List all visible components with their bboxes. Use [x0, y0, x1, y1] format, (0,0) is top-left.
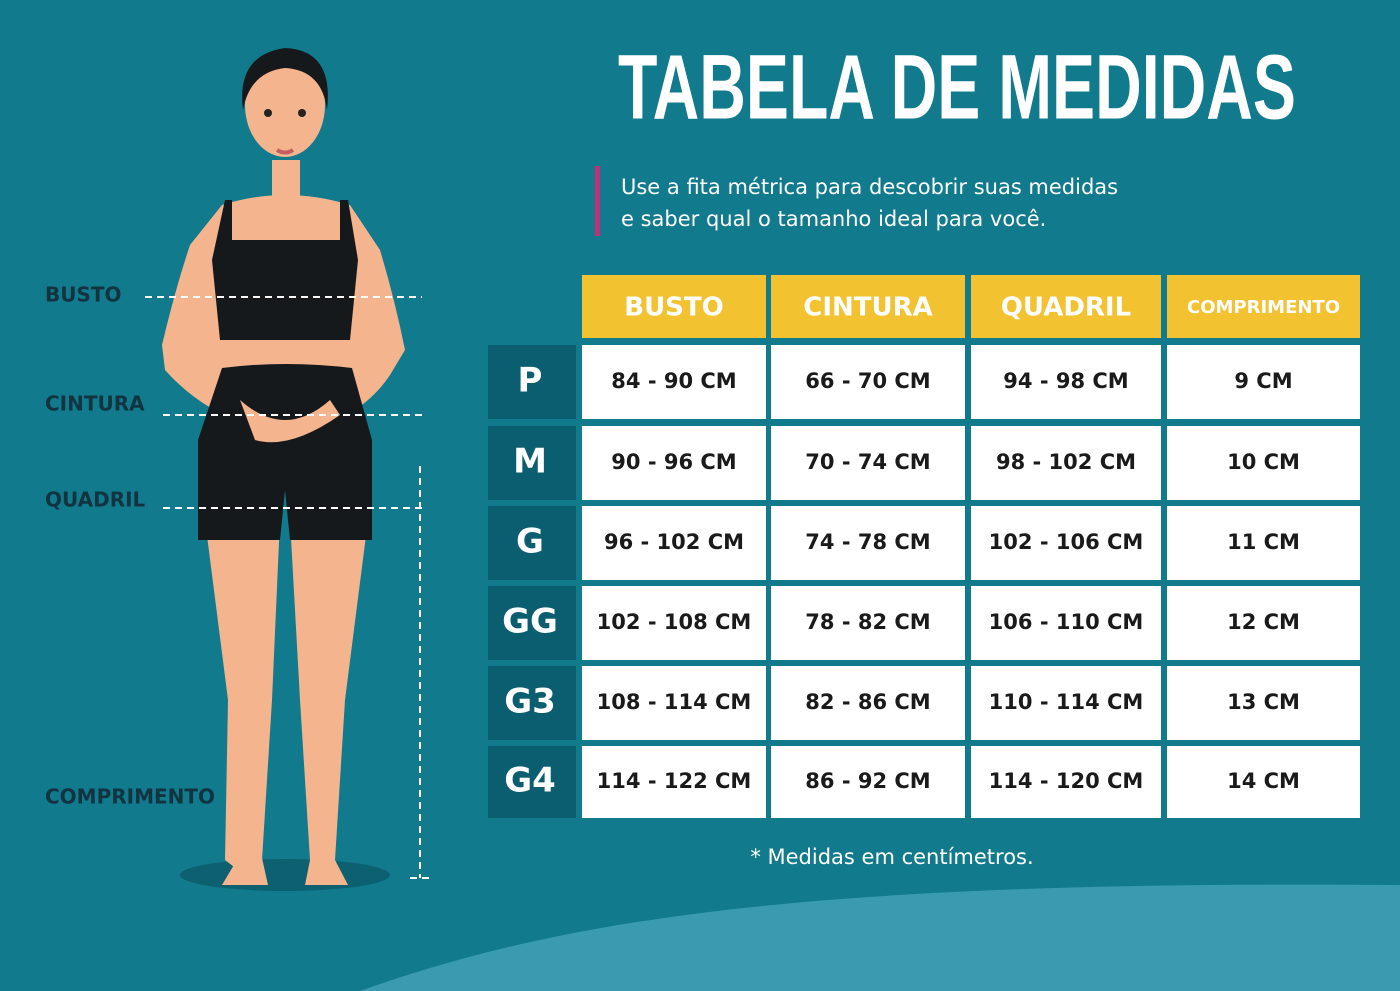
table-cell: [582, 506, 766, 580]
table-cell: [1167, 345, 1360, 419]
cell-value: 102 - 108 CM: [597, 610, 752, 634]
accent-bar: [595, 166, 600, 236]
footnote: * Medidas em centímetros.: [750, 845, 1033, 869]
cell-value: 13 CM: [1227, 690, 1300, 714]
measure-label: BUSTO: [45, 283, 122, 307]
cell-value: 84 - 90 CM: [611, 369, 736, 393]
size-cell: [488, 426, 576, 500]
table-cell: [582, 426, 766, 500]
title: TABELA DE MEDIDAS: [618, 36, 1296, 138]
cell-value: 94 - 98 CM: [1003, 369, 1128, 393]
size-label: GG: [502, 602, 558, 642]
table-cell: [771, 586, 965, 660]
cell-value: 108 - 114 CM: [597, 690, 752, 714]
cell-value: 106 - 110 CM: [989, 610, 1144, 634]
table-cell: [771, 666, 965, 740]
cell-value: 96 - 102 CM: [604, 530, 744, 554]
measure-label: COMPRIMENTO: [45, 785, 215, 809]
cell-value: 11 CM: [1227, 530, 1300, 554]
subtitle-line: Use a fita métrica para descobrir suas m…: [621, 175, 1118, 199]
header-cell: [582, 275, 766, 338]
measure-label: QUADRIL: [45, 488, 146, 512]
subtitle-line: e saber qual o tamanho ideal para você.: [621, 207, 1046, 231]
column-header: QUADRIL: [1001, 293, 1131, 323]
cell-value: 114 - 122 CM: [597, 769, 752, 793]
size-label: M: [513, 442, 547, 482]
table-cell: [771, 426, 965, 500]
table-cell: [582, 746, 766, 818]
cell-value: 78 - 82 CM: [805, 610, 930, 634]
cell-value: 74 - 78 CM: [805, 530, 930, 554]
cell-value: 14 CM: [1227, 769, 1300, 793]
cell-value: 86 - 92 CM: [805, 769, 930, 793]
table-cell: [1167, 666, 1360, 740]
table-cell: [1167, 426, 1360, 500]
size-cell: [488, 666, 576, 740]
wave: [360, 884, 1400, 991]
header-cell: [1167, 275, 1360, 338]
measure-label: CINTURA: [45, 392, 145, 416]
table-cell: [1167, 506, 1360, 580]
table-cell: [771, 506, 965, 580]
size-cell: [488, 586, 576, 660]
size-label: G: [516, 522, 544, 562]
table-cell: [1167, 586, 1360, 660]
cell-value: 12 CM: [1227, 610, 1300, 634]
table-cell: [1167, 746, 1360, 818]
content: TABELA DE MEDIDAS Use a fita métrica para…: [45, 36, 1360, 869]
size-label: G3: [504, 682, 556, 722]
column-header: CINTURA: [803, 293, 933, 323]
table-cell: [771, 345, 965, 419]
cell-value: 10 CM: [1227, 450, 1300, 474]
size-cell: [488, 345, 576, 419]
size-label: G4: [504, 761, 556, 801]
figure: [162, 48, 405, 891]
table-cell: [971, 586, 1161, 660]
cell-value: 90 - 96 CM: [611, 450, 736, 474]
table-cell: [971, 345, 1161, 419]
size-label: P: [518, 361, 543, 401]
cell-value: 114 - 120 CM: [989, 769, 1144, 793]
table-cell: [971, 666, 1161, 740]
table-cell: [971, 506, 1161, 580]
cell-value: 9 CM: [1234, 369, 1292, 393]
cell-value: 110 - 114 CM: [989, 690, 1144, 714]
cell-value: 102 - 106 CM: [989, 530, 1144, 554]
cell-value: 70 - 74 CM: [805, 450, 930, 474]
cell-value: 66 - 70 CM: [805, 369, 930, 393]
size-cell: [488, 506, 576, 580]
column-header: BUSTO: [624, 293, 724, 323]
header-cell: [971, 275, 1161, 338]
cell-value: 82 - 86 CM: [805, 690, 930, 714]
header-cell: [771, 275, 965, 338]
table-cell: [971, 746, 1161, 818]
column-header: COMPRIMENTO: [1187, 297, 1340, 318]
size-cell: [488, 746, 576, 818]
table-cell: [971, 426, 1161, 500]
table-cell: [582, 345, 766, 419]
table-cell: [771, 746, 965, 818]
cell-value: 98 - 102 CM: [996, 450, 1136, 474]
table-cell: [582, 666, 766, 740]
table-cell: [582, 586, 766, 660]
